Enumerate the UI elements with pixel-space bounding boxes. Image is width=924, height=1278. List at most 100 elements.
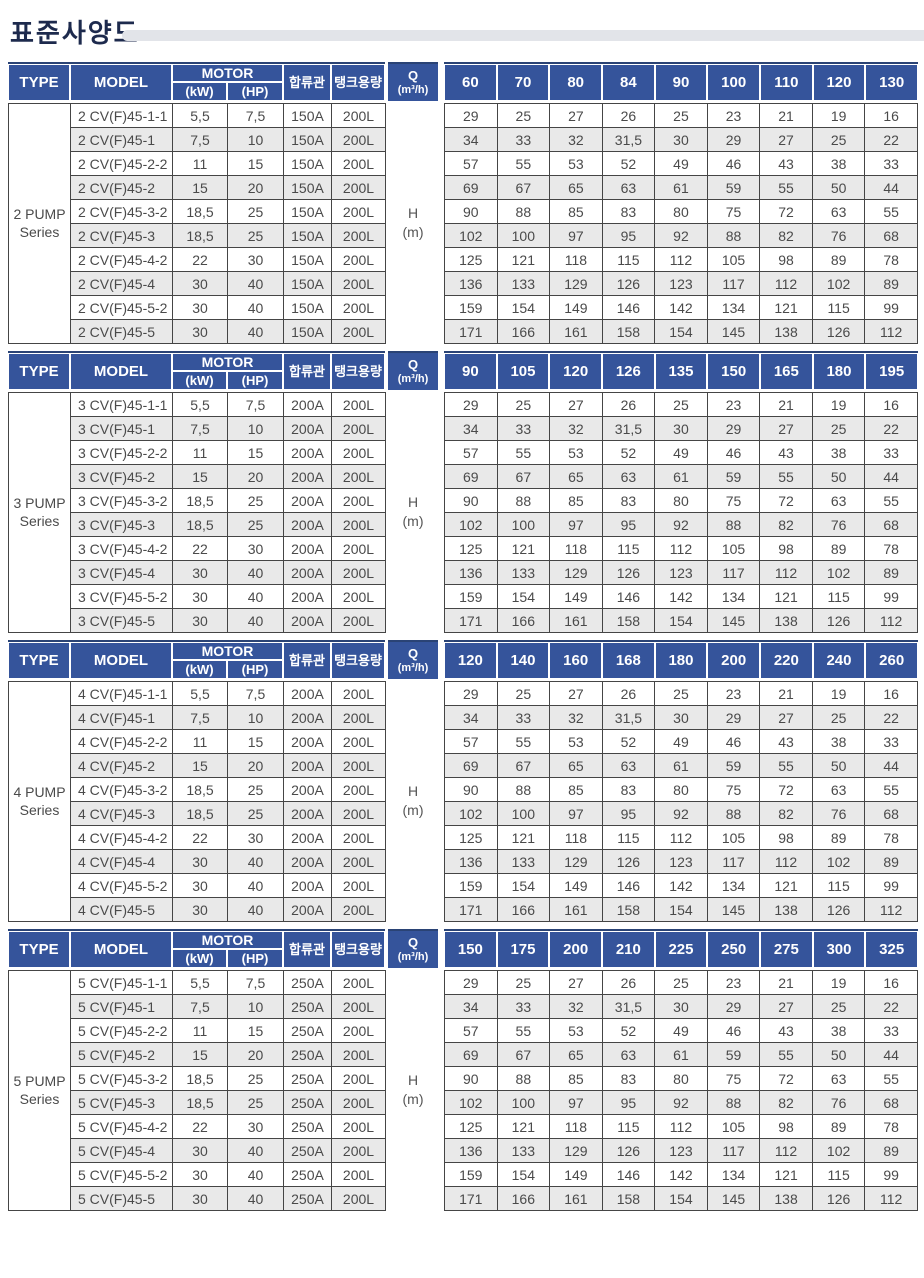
q-values-header-row: 60 70 80 84 90 100 110 120 130 xyxy=(444,62,918,101)
kw-cell: 5,5 xyxy=(172,103,228,128)
q-value-header: 180 xyxy=(654,642,708,679)
pipe-cell: 200A xyxy=(283,825,332,850)
model-cell: 4 CV(F)45-1-1 xyxy=(70,681,173,706)
head-value-cell: 125 xyxy=(444,825,498,850)
spec-row: 5 CV(F)45-4-2 22 30 250A 200L xyxy=(9,1114,386,1139)
col-header-motor: MOTOR xyxy=(172,353,283,371)
h-symbol: H xyxy=(407,1072,419,1089)
q-unit: (m³/h) xyxy=(397,661,429,674)
head-value-cell: 32 xyxy=(549,416,603,441)
hp-cell: 7,5 xyxy=(227,103,284,128)
head-value-cell: 123 xyxy=(654,560,708,585)
head-value-cell: 38 xyxy=(811,440,866,465)
pipe-cell: 200A xyxy=(283,705,332,730)
model-cell: 3 CV(F)45-3-2 xyxy=(70,488,173,513)
head-value-cell: 25 xyxy=(811,127,866,152)
head-value-cell: 90 xyxy=(444,488,498,513)
head-value-cell: 161 xyxy=(549,897,603,922)
kw-cell: 7,5 xyxy=(172,705,228,730)
head-values-body: 29 25 27 26 25 23 21 19 16 34 33 32 31,5 30 29 27 25 22 57… xyxy=(444,970,918,1211)
spec-row: 2 CV(F)45-3-2 18,5 25 150A 200L xyxy=(9,199,386,224)
tank-cell: 200L xyxy=(331,1042,386,1067)
head-value-cell: 31,5 xyxy=(601,994,656,1019)
head-value-cell: 59 xyxy=(706,464,761,489)
kw-cell: 30 xyxy=(172,1162,228,1187)
head-row: 57 55 53 52 49 46 43 38 33 xyxy=(444,151,918,176)
head-value-cell: 98 xyxy=(759,825,813,850)
head-value-cell: 16 xyxy=(864,103,918,128)
q-value-header: 260 xyxy=(865,642,918,679)
head-value-cell: 117 xyxy=(706,560,761,585)
hp-cell: 40 xyxy=(227,1138,284,1163)
head-value-cell: 31,5 xyxy=(601,705,656,730)
q-value-header: 220 xyxy=(760,642,813,679)
head-value-cell: 95 xyxy=(601,223,656,248)
head-value-cell: 89 xyxy=(811,247,866,272)
pipe-cell: 250A xyxy=(283,994,332,1019)
head-value-cell: 49 xyxy=(654,440,708,465)
model-cell: 3 CV(F)45-1 xyxy=(70,416,173,441)
page-header: 표준사양도 xyxy=(0,0,924,62)
head-value-cell: 23 xyxy=(706,681,761,706)
h-unit: (m) xyxy=(402,223,424,240)
head-value-cell: 29 xyxy=(706,994,761,1019)
head-value-cell: 154 xyxy=(654,897,708,922)
head-value-cell: 82 xyxy=(759,801,813,826)
tank-cell: 200L xyxy=(331,319,386,344)
head-value-cell: 126 xyxy=(601,1138,656,1163)
head-value-cell: 95 xyxy=(601,1090,656,1115)
spec-row: 3 CV(F)45-4 30 40 200A 200L xyxy=(9,560,386,585)
head-value-cell: 142 xyxy=(654,584,708,609)
head-value-cell: 19 xyxy=(811,392,866,417)
head-value-cell: 121 xyxy=(496,825,551,850)
head-value-cell: 67 xyxy=(496,1042,551,1067)
head-value-cell: 146 xyxy=(601,1162,656,1187)
kw-cell: 30 xyxy=(172,271,228,296)
head-value-cell: 22 xyxy=(864,705,918,730)
head-value-cell: 102 xyxy=(444,223,498,248)
pump-spec-table: TYPE MODEL MOTOR (kW) (HP) 합류관 탱크용량 5 PU… xyxy=(8,929,386,1211)
head-value-cell: 38 xyxy=(811,1018,866,1043)
model-cell: 3 CV(F)45-2-2 xyxy=(70,440,173,465)
head-row: 29 25 27 26 25 23 21 19 16 xyxy=(444,392,918,417)
q-value-header: 300 xyxy=(812,931,866,968)
head-value-cell: 126 xyxy=(811,897,866,922)
q-symbol: Q xyxy=(407,68,419,84)
head-value-cell: 27 xyxy=(549,103,603,128)
head-value-cell: 112 xyxy=(864,1186,918,1211)
head-value-cell: 105 xyxy=(706,247,761,272)
tank-cell: 200L xyxy=(331,1186,386,1211)
head-value-cell: 29 xyxy=(444,392,498,417)
head-value-cell: 100 xyxy=(496,801,551,826)
head-value-cell: 22 xyxy=(864,127,918,152)
hp-cell: 40 xyxy=(227,295,284,320)
model-cell: 2 CV(F)45-5-2 xyxy=(70,295,173,320)
q-value-header: 120 xyxy=(444,642,497,679)
head-unit-label: H (m) xyxy=(388,679,438,922)
head-value-cell: 126 xyxy=(811,1186,866,1211)
head-value-cell: 34 xyxy=(444,416,498,441)
kw-cell: 5,5 xyxy=(172,970,228,995)
pipe-cell: 250A xyxy=(283,1042,332,1067)
q-values-header-row: 90 105 120 126 135 150 165 180 195 xyxy=(444,351,918,390)
head-value-cell: 53 xyxy=(549,729,603,754)
head-value-cell: 30 xyxy=(654,416,708,441)
tank-cell: 200L xyxy=(331,127,386,152)
col-header-type: TYPE xyxy=(8,64,70,101)
kw-cell: 18,5 xyxy=(172,777,228,802)
pump-series-section-4pump: TYPE MODEL MOTOR (kW) (HP) 합류관 탱크용량 4 PU… xyxy=(8,640,918,922)
head-value-cell: 46 xyxy=(706,151,761,176)
q-value-header: 105 xyxy=(496,353,550,390)
head-value-cell: 52 xyxy=(601,151,656,176)
col-header-tank: 탱크용량 xyxy=(331,642,385,679)
head-value-cell: 83 xyxy=(601,777,656,802)
head-value-cell: 55 xyxy=(496,729,551,754)
head-value-cell: 100 xyxy=(496,223,551,248)
spec-row: 3 CV(F)45-1 7,5 10 200A 200L xyxy=(9,416,386,441)
kw-cell: 5,5 xyxy=(172,681,228,706)
head-values-body: 29 25 27 26 25 23 21 19 16 34 33 32 31,5 30 29 27 25 22 57… xyxy=(444,103,918,344)
model-cell: 4 CV(F)45-4-2 xyxy=(70,825,173,850)
head-value-cell: 55 xyxy=(496,1018,551,1043)
head-value-cell: 78 xyxy=(864,247,918,272)
head-value-cell: 149 xyxy=(549,584,603,609)
